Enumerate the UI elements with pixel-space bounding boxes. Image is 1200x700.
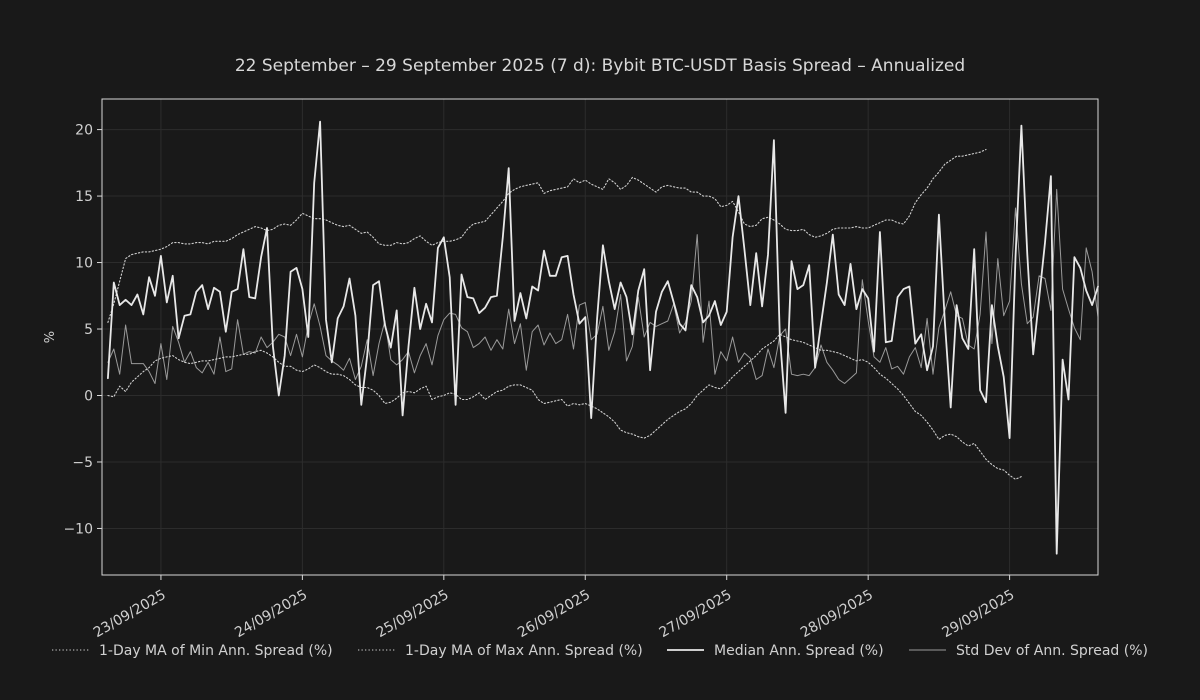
grid: [102, 99, 1098, 575]
plot-frame: [101, 98, 1099, 576]
series-line-2: [107, 148, 987, 323]
y-tick-label: 10: [75, 256, 93, 272]
series-lines: [107, 120, 1099, 555]
y-tick-label: −10: [63, 521, 93, 537]
legend: 1-Day MA of Min Ann. Spread (%) 1-Day MA …: [52, 643, 1148, 659]
y-tick-label: −5: [72, 455, 93, 471]
y-tick-label: 5: [84, 322, 93, 338]
legend-label: 1-Day MA of Max Ann. Spread (%): [405, 643, 643, 659]
y-axis-ticks: −10 −5 0 5 10 15 20: [63, 123, 102, 537]
chart-title: 22 September – 29 September 2025 (7 d): …: [235, 56, 965, 76]
legend-label: Median Ann. Spread (%): [714, 643, 884, 659]
y-tick-label: 0: [84, 389, 93, 405]
legend-label: 1-Day MA of Min Ann. Spread (%): [99, 643, 333, 659]
series-line-3: [107, 120, 1099, 555]
y-tick-label: 15: [75, 189, 93, 205]
y-axis-label: %: [43, 331, 58, 343]
legend-label: Std Dev of Ann. Spread (%): [956, 643, 1148, 659]
series-line-1: [107, 333, 1022, 480]
y-tick-label: 20: [75, 123, 93, 139]
